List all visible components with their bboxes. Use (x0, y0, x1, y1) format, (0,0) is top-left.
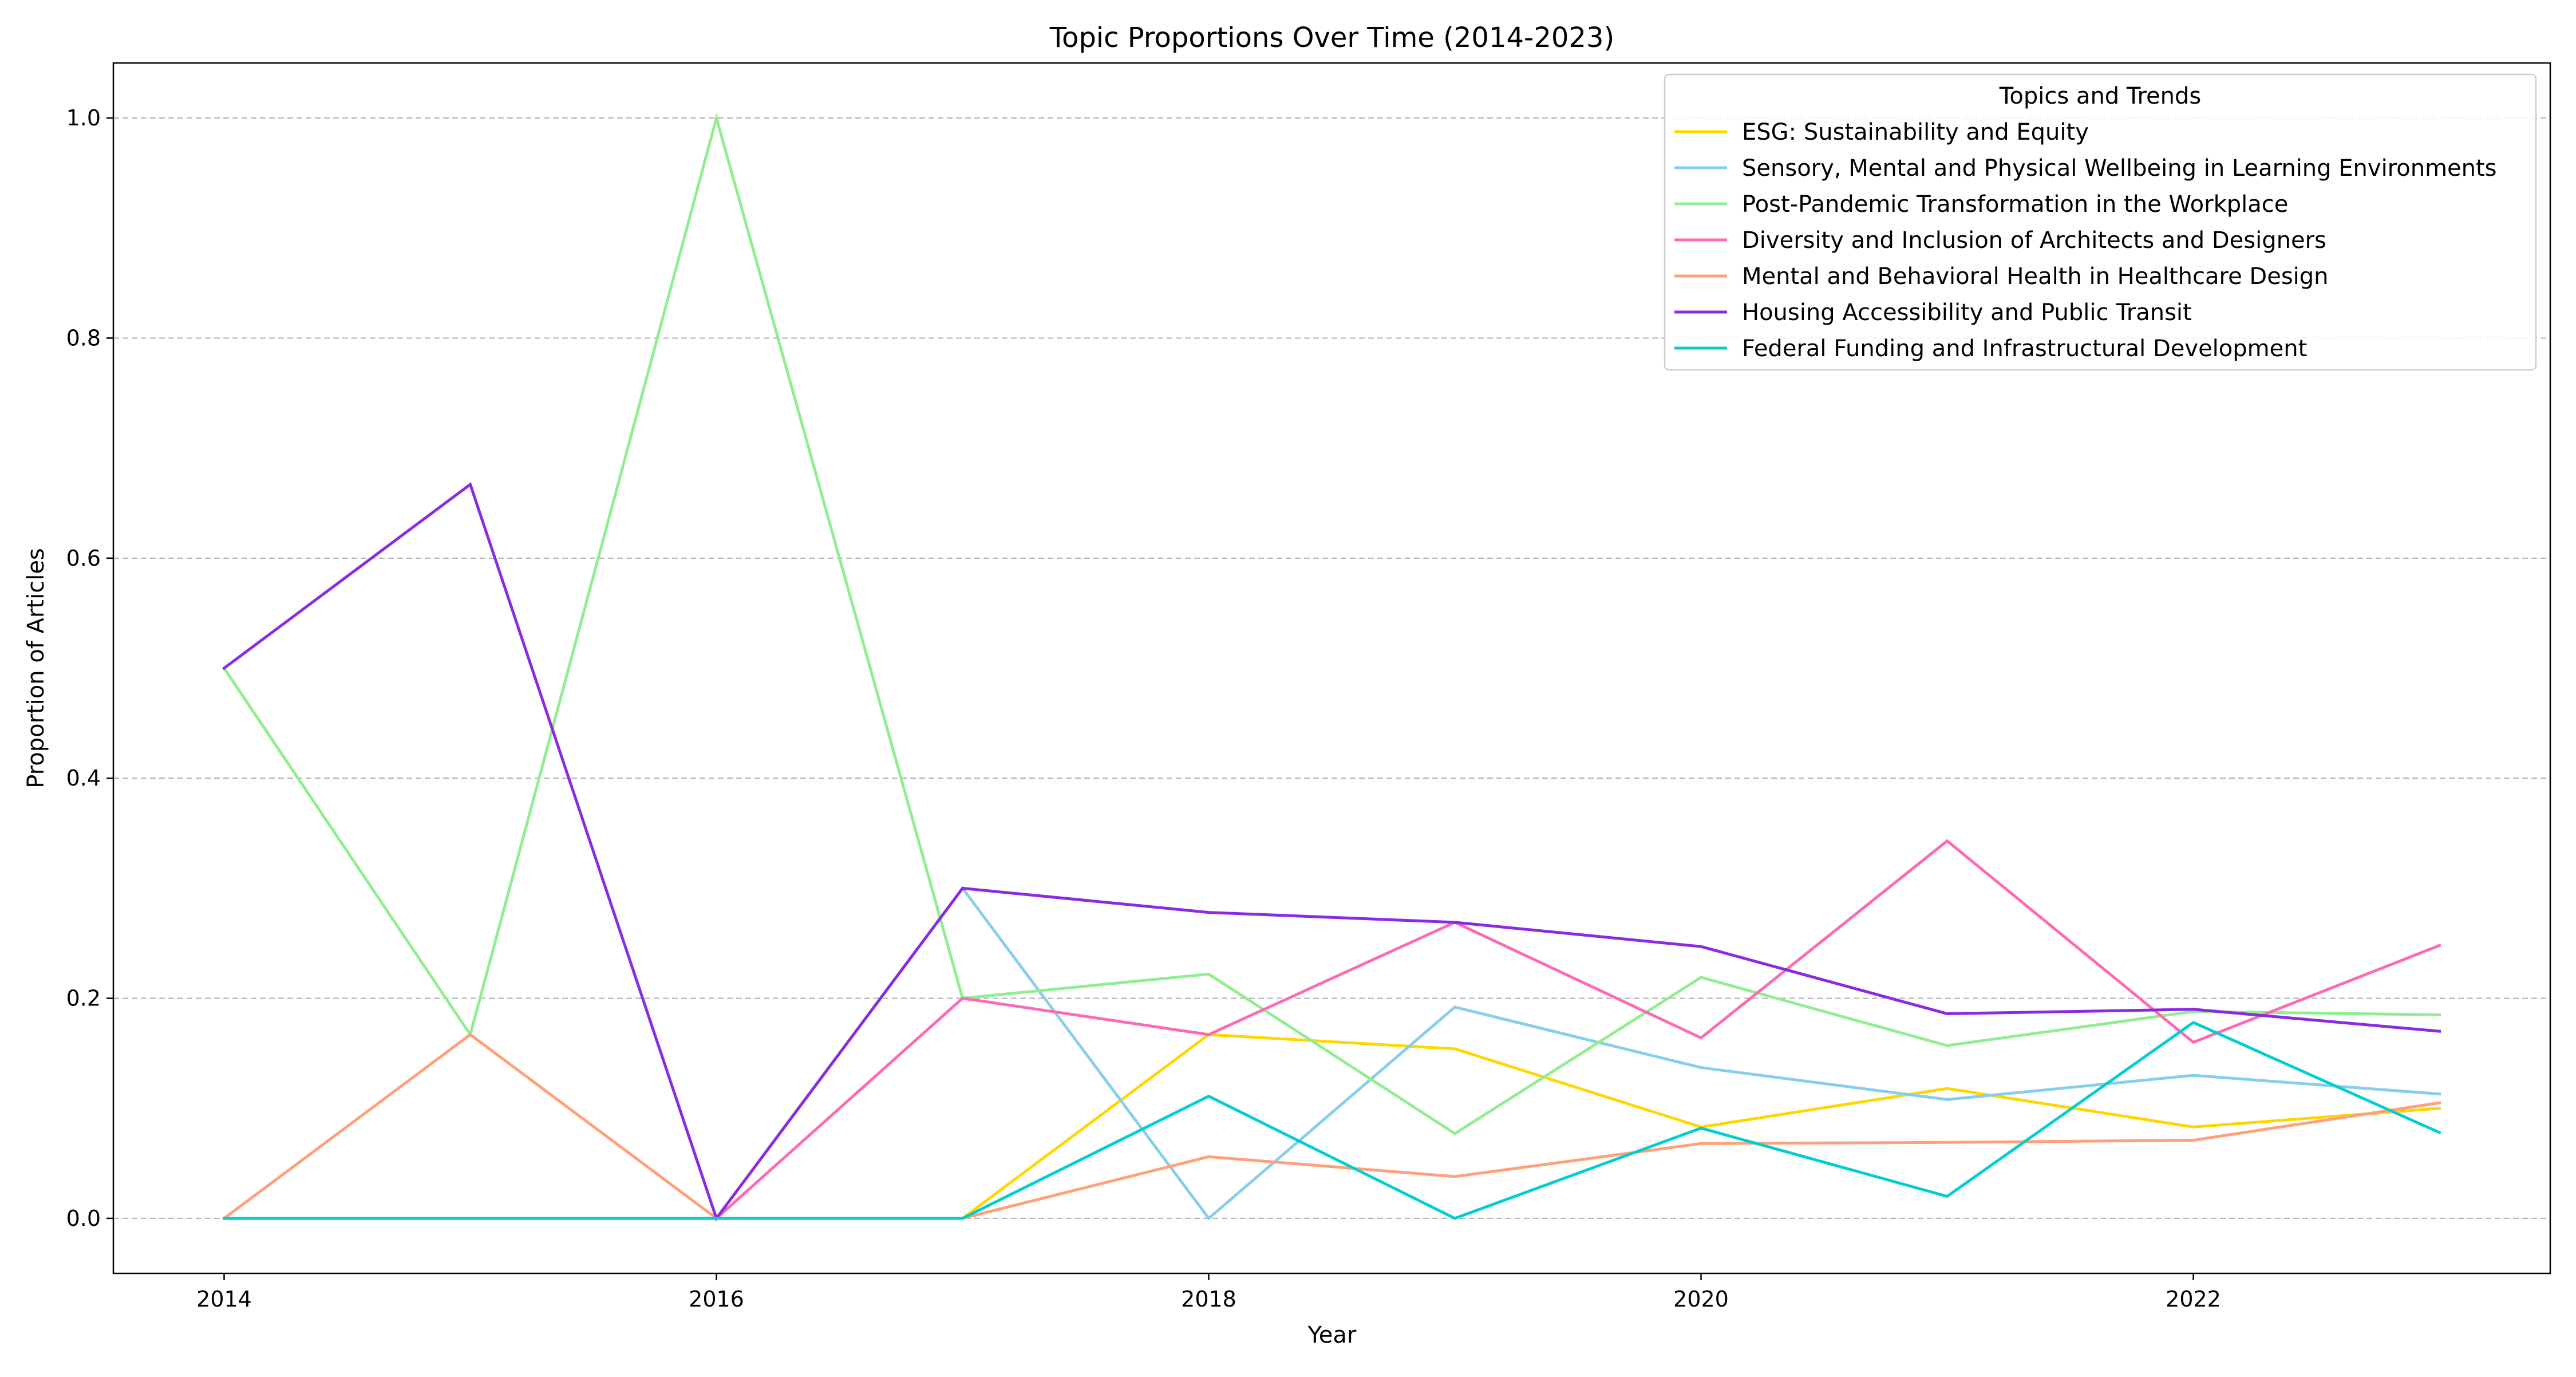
legend-label-6: Federal Funding and Infrastructural Deve… (1742, 336, 2307, 362)
legend-label-1: Sensory, Mental and Physical Wellbeing i… (1742, 155, 2497, 182)
x-tick-label-0: 2014 (196, 1287, 252, 1312)
series-line-6 (223, 1020, 2441, 1220)
x-axis-ticks: 2014 2016 2018 2020 2022 (196, 1273, 2221, 1312)
legend: Topics and Trends ESG: Sustainability an… (1664, 73, 2537, 371)
y-tick-label-1: 0.2 (66, 986, 101, 1011)
legend-label-2: Post-Pandemic Transformation in the Work… (1742, 191, 2288, 218)
x-axis-label: Year (1307, 1322, 1357, 1348)
legend-label-0: ESG: Sustainability and Equity (1742, 119, 2089, 145)
series-line-4 (222, 1032, 2441, 1221)
y-tick-label-4: 0.8 (66, 325, 101, 350)
legend-label-4: Mental and Behavioral Health in Healthca… (1742, 263, 2329, 290)
plot-area-frame (112, 62, 2551, 1275)
legend-label-3: Diversity and Inclusion of Architects an… (1742, 227, 2326, 254)
legend-box (1664, 73, 2537, 371)
y-tick-label-2: 0.4 (66, 766, 101, 791)
y-axis-label: Proportion of Articles (23, 548, 49, 788)
x-tick-label-2: 2018 (1181, 1287, 1236, 1312)
legend-label-5: Housing Accessibility and Public Transit (1742, 299, 2192, 326)
x-tick-label-4: 2022 (2166, 1287, 2221, 1312)
y-tick-label-3: 0.6 (66, 546, 101, 571)
series-line-5 (222, 482, 2441, 1222)
legend-title: Topics and Trends (1999, 83, 2201, 109)
x-tick-label-3: 2020 (1673, 1287, 1729, 1312)
y-axis-ticks: 0.0 0.2 0.4 0.6 0.8 1.0 (66, 105, 113, 1231)
y-tick-label-0: 0.0 (66, 1206, 101, 1231)
series-line-2 (222, 112, 2441, 1135)
x-tick-label-1: 2016 (689, 1287, 744, 1312)
chart-title: Topic Proportions Over Time (2014-2023) (1049, 22, 1614, 54)
legend-entries: ESG: Sustainability and Equity Sensory, M… (1674, 119, 2497, 362)
series-lines (222, 112, 2441, 1222)
y-tick-label-5: 1.0 (66, 105, 101, 131)
